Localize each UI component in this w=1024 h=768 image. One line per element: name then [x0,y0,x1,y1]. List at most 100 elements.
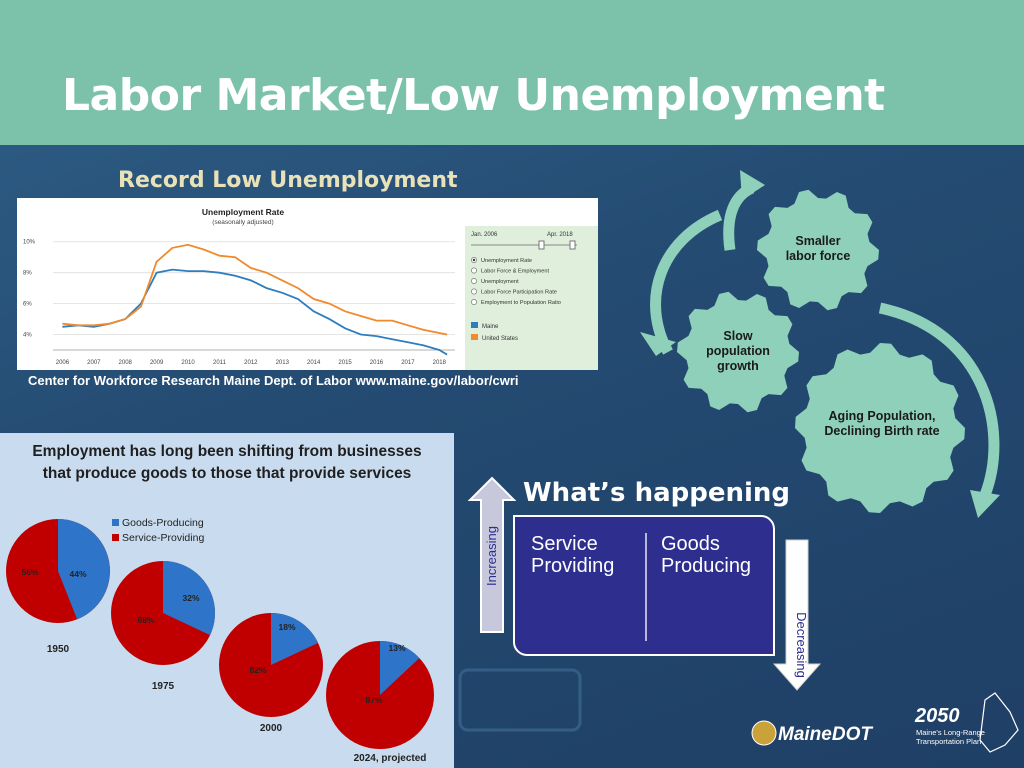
increasing-arrow [467,476,517,633]
x-tick-label: 2007 [87,360,101,366]
cycle-arrow-right-head [970,490,1000,518]
pie-slice-goods [58,519,110,620]
plan-subtitle-line: Transportation Plan [916,737,982,746]
pie-label-service: 68% [137,615,154,625]
plan-subtitle-line: Maine's Long-Range [916,728,985,737]
mainedot-logo: MaineDOT [778,724,872,745]
gear-label-aging-population: Aging Population, Declining Birth rate [812,409,952,439]
cycle-arrow-left-head [640,332,676,356]
x-tick-label: 2017 [401,360,415,366]
x-tick-label: 2010 [181,360,195,366]
pie-label-goods: 18% [278,622,295,632]
goods-producing-label: Goods Producing [661,533,751,577]
maine-outline-icon [979,692,1019,753]
x-tick-label: 2009 [150,360,164,366]
truck-watermark [458,668,582,732]
x-tick-label: 2011 [213,360,227,366]
date-range-slider-handle[interactable] [569,240,576,250]
series-line-maine [62,268,448,356]
pie-slice-goods [163,561,216,636]
service-providing-label: Service Providing [531,533,614,577]
x-tick-label: 2014 [307,360,321,366]
pie-year-label: 2000 [260,723,283,734]
plan-2050-logo: 2050 [915,705,960,727]
pie-label-goods: 44% [69,569,86,579]
pie-slice-goods [380,640,420,695]
x-tick-label: 2008 [119,360,133,366]
unemployment-heading: Record Low Unemployment [118,168,458,193]
chart-subtitle: (seasonally adjusted) [212,219,273,226]
chart-title: Unemployment Rate [202,207,284,217]
goods-line: Producing [661,555,752,577]
whats-happening-title: What’s happening [523,478,791,508]
pie-label-service: 87% [365,695,382,705]
y-tick-label: 4% [23,333,32,339]
cycle-arrow-top-head [740,170,765,200]
legend-maine: Maine [482,324,499,330]
option-label[interactable]: Labor Force & Employment [481,269,550,275]
employment-pie-charts: Goods-Producing Service-Providing 44% 56%… [6,517,434,764]
gear-text-line: Aging Population, [828,409,936,423]
legend-service-providing: Service-Providing [122,532,204,544]
gear-text-line: Slow [723,329,753,343]
decreasing-arrow [772,539,822,691]
x-tick-label: 2016 [370,360,384,366]
gear-text-line: Smaller [795,234,841,248]
legend-goods-producing: Goods-Producing [122,517,204,529]
range-start-label: Jan. 2006 [471,232,498,238]
slide-title: Labor Market/Low Unemployment [62,70,885,121]
decreasing-label: Decreasing [794,612,809,678]
legend-swatch-maine [471,322,478,328]
date-range-slider-handle[interactable] [538,240,545,250]
x-tick-label: 2015 [338,360,352,366]
chart-controls-panel [465,226,598,370]
box-divider [645,533,647,641]
radio-option[interactable] [471,299,477,305]
x-tick-label: 2013 [276,360,290,366]
option-label[interactable]: Unemployment [481,279,519,285]
range-end-label: Apr. 2018 [547,232,573,238]
radio-option[interactable] [471,288,477,295]
series-line-united-states [62,243,448,336]
radio-selected-dot [472,258,476,262]
legend-swatch-service [112,534,119,541]
radio-option[interactable] [471,267,477,274]
maine-seal-icon [751,720,777,746]
option-label[interactable]: Employment to Population Ratio [481,300,561,306]
unemployment-chart: Unemployment Rate (seasonally adjusted) … [23,207,598,370]
cycle-arrow-top [723,182,755,251]
pie-year-label: 1950 [47,644,70,655]
legend-swatch-goods [112,519,119,526]
x-tick-label: 2006 [56,360,70,366]
pie-slice-goods [271,613,319,665]
gear-label-smaller-labor-force: Smaller labor force [768,234,868,264]
cycle-arrow-right [878,302,1000,497]
option-label[interactable]: Unemployment Rate [481,258,532,264]
pie-label-service: 82% [249,665,266,675]
legend-swatch-us [471,334,478,340]
goods-line: Goods [661,533,720,555]
unemployment-chart-panel: Unemployment Rate (seasonally adjusted) … [17,198,598,370]
gear-text-line: population [706,344,770,358]
x-tick-label: 2018 [433,360,447,366]
employment-chart-title: Employment has long been shifting from b… [0,441,454,485]
plan-subtitle: Maine's Long-Range Transportation Plan [916,728,985,746]
service-goods-box: Service Providing Goods Producing [513,515,775,656]
gear-text-line: Declining Birth rate [824,424,940,438]
y-tick-label: 10% [23,240,36,246]
pie-year-label: 1975 [152,681,175,692]
option-label[interactable]: Labor Force Participation Rate [481,290,557,296]
pie-label-goods: 13% [388,643,405,653]
employment-title-line: Employment has long been shifting from b… [32,443,422,460]
title-banner [0,0,1024,145]
pie-label-service: 56% [21,567,38,577]
pie-label-goods: 32% [182,593,199,603]
gear-text-line: labor force [785,249,851,263]
service-line: Providing [531,555,615,577]
legend-united-states: United States [482,336,518,342]
employment-shift-panel: Employment has long been shifting from b… [0,433,454,768]
service-line: Service [531,533,598,555]
source-citation: Center for Workforce Research Maine Dept… [28,373,519,388]
employment-title-line: that produce goods to those that provide… [42,465,412,482]
radio-option[interactable] [471,278,477,284]
